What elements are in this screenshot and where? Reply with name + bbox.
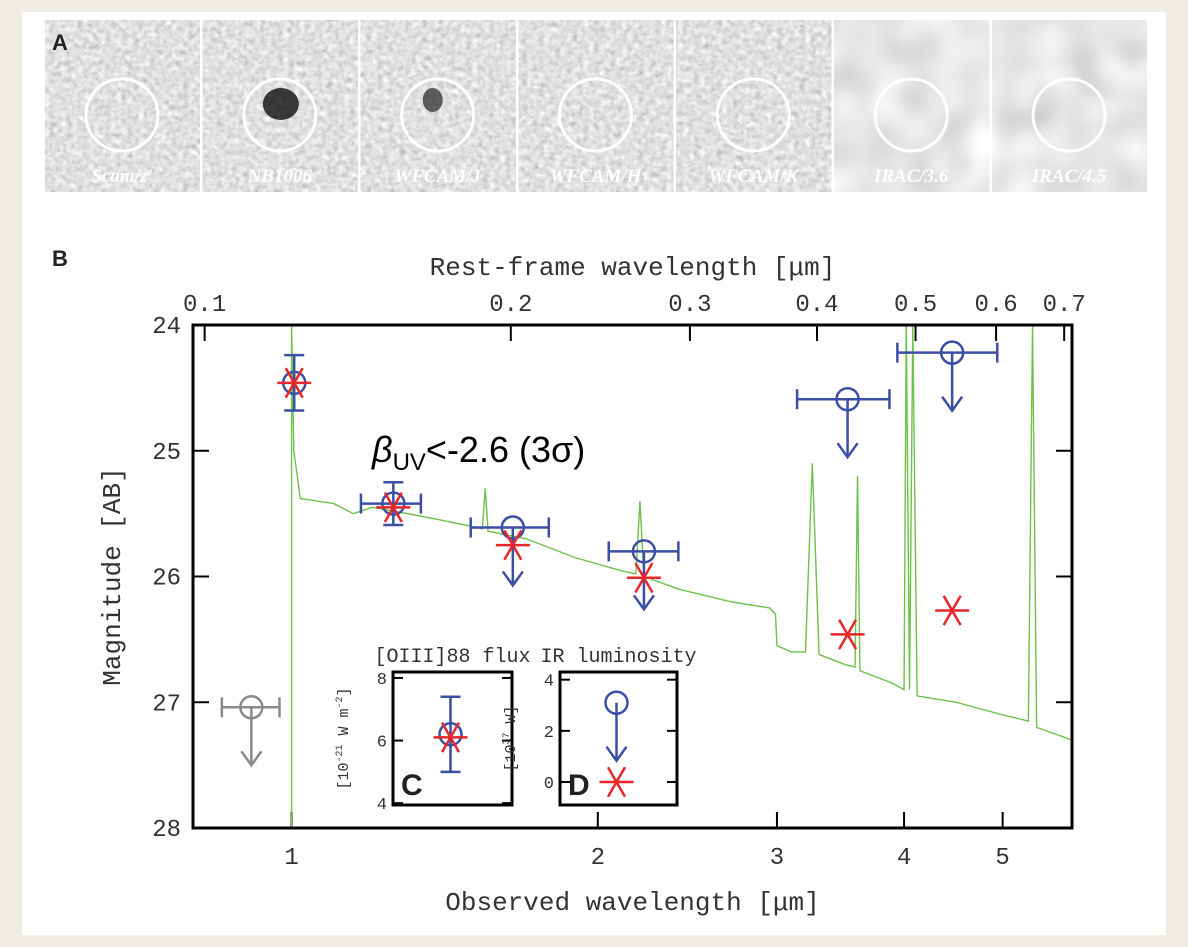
image-label: WFCAM/J [394,166,481,187]
image-label: IRAC/4.5 [1031,166,1107,187]
x-tick-label: 4 [897,845,911,872]
y-tick-label: 28 [152,817,181,844]
x2-tick-label: 0.2 [489,292,532,319]
y-tick-label: 4 [377,796,387,815]
inset-y-title-part: -2 [335,696,346,708]
annotation-symbol: β [371,429,393,470]
annotation-subscript: UV [393,449,426,476]
figure: Scam/z' NB1006 WFCAM/J WFCAM/H WFCAM/K IRAC/3… [0,0,1188,947]
y-tick-label: 4 [544,673,554,692]
inset-y-title-part: -21 [335,745,346,763]
image-strip: Scam/z' NB1006 WFCAM/J WFCAM/H WFCAM/K IRAC/3… [45,20,1147,192]
x-tick-label: 5 [995,845,1009,872]
x-tick-label: 2 [591,845,605,872]
x2-tick-label: 0.7 [1043,292,1086,319]
x2-tick-label: 0.1 [183,292,226,319]
panel-label: A [52,30,68,55]
inset-title: [OIII]88 flux [374,646,530,669]
x2-tick-label: 0.6 [974,292,1017,319]
y-tick-label: 2 [544,724,554,743]
inset-y-title-part: 37 [502,732,513,744]
y-tick-label: 25 [152,440,181,467]
inset-y-title-part: [10 [503,745,520,772]
x2-tick-label: 0.5 [894,292,937,319]
image-label: WFCAM/K [708,166,799,187]
annotation-text: <-2.6 (3σ) [426,429,585,470]
image-label: NB1006 [247,166,313,187]
y-tick-label: 6 [377,734,387,753]
panel-label: B [52,246,68,271]
y-tick-label: 8 [377,671,387,690]
inset-title: IR luminosity [540,646,696,669]
inset-label: C [401,769,423,802]
image-label: IRAC/3.6 [873,166,949,187]
y-axis-title: Magnitude [AB] [98,467,128,685]
x-tick-label: 1 [284,845,298,872]
x2-axis-title: Rest-frame wavelength [μm] [430,253,836,283]
x-axis-title: Observed wavelength [μm] [445,888,819,918]
inset-y-title-part: W] [503,705,520,732]
inset-y-title-part: ] [336,687,353,696]
x-tick-label: 3 [770,845,784,872]
y-tick-label: 27 [152,691,181,718]
x2-tick-label: 0.4 [795,292,838,319]
y-tick-label: 24 [152,314,181,341]
image-label: WFCAM/H [550,166,643,187]
page: {"panel_labels":{"a":"A","b":"B"}, "imag… [0,0,1188,947]
inset-y-title-part: [10 [336,763,353,790]
y-tick-label: 0 [544,775,554,794]
source-blob [263,88,299,120]
image-label: Scam/z' [91,166,152,187]
x2-tick-label: 0.3 [668,292,711,319]
y-tick-label: 26 [152,566,181,593]
source-blob [423,88,443,112]
inset-y-title-part: W m [336,708,353,744]
inset-label: D [568,769,590,802]
